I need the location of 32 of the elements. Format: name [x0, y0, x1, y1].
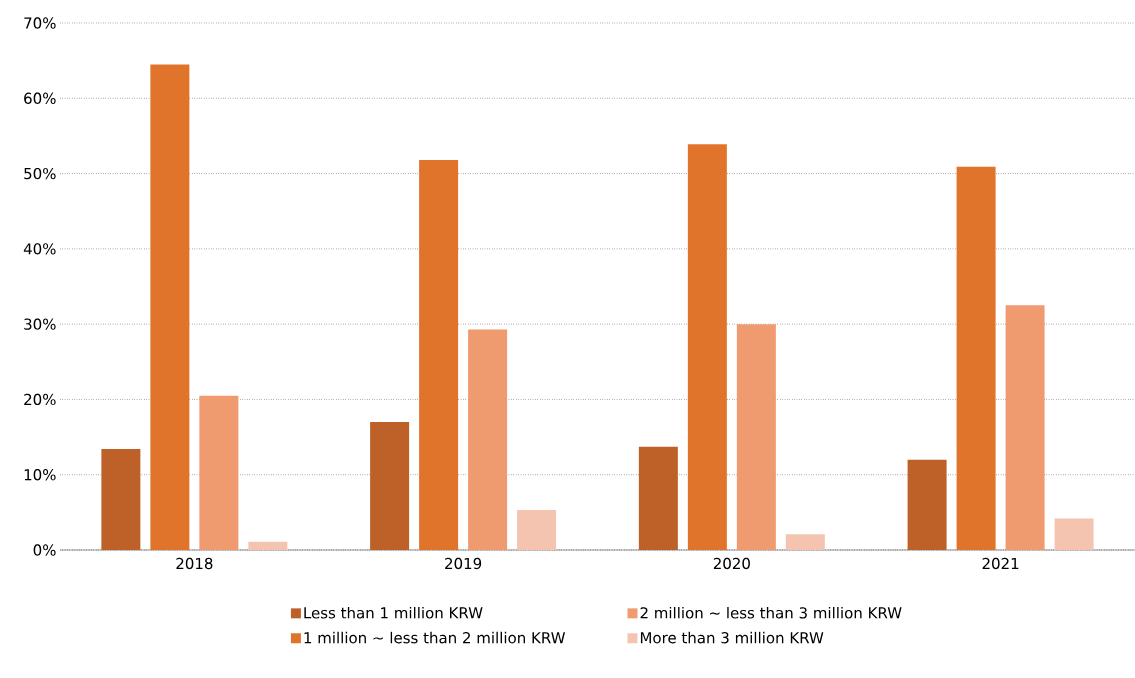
bar [150, 64, 190, 550]
bar [1005, 305, 1045, 550]
bar [199, 395, 239, 550]
legend-label: Less than 1 million KRW [304, 606, 483, 619]
bar [248, 541, 288, 550]
bar [101, 449, 141, 550]
x-tick-label: 2018 [176, 557, 213, 570]
x-tick-label: 2021 [982, 557, 1019, 570]
x-tick-label: 2019 [445, 557, 482, 570]
y-tick-label: 70% [24, 17, 56, 29]
bar [736, 324, 776, 550]
bar [517, 510, 557, 550]
bar [785, 534, 825, 550]
bar [468, 329, 508, 550]
bar [1054, 518, 1094, 550]
bar [370, 422, 410, 550]
legend-label: 2 million ~ less than 3 million KRW [640, 606, 902, 619]
x-tick-label: 2020 [713, 557, 750, 570]
legend-label: More than 3 million KRW [640, 631, 824, 644]
legend-label: 1 million ~ less than 2 million KRW [304, 631, 566, 644]
y-tick-label: 0% [33, 544, 56, 556]
y-tick-label: 10% [24, 469, 56, 481]
y-tick-label: 40% [23, 243, 56, 255]
bar [638, 446, 678, 550]
y-tick-label: 50% [24, 167, 56, 180]
bar [687, 144, 727, 550]
bar [956, 166, 996, 550]
y-tick-label: 30% [24, 318, 56, 330]
y-tick-label: 60% [24, 92, 56, 104]
bar [907, 459, 947, 550]
y-tick-label: 20% [24, 393, 56, 406]
bar [419, 160, 459, 550]
